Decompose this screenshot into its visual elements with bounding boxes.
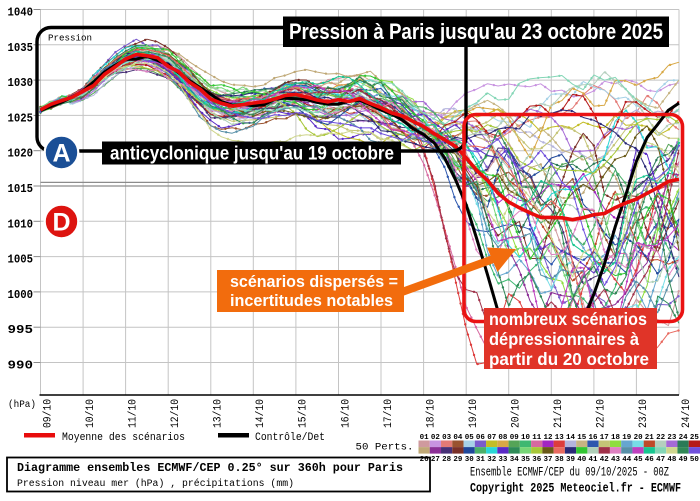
svg-text:33: 33: [498, 456, 508, 464]
svg-text:26: 26: [420, 456, 430, 464]
svg-text:nombreux scénarios: nombreux scénarios: [489, 309, 647, 329]
svg-text:44: 44: [622, 456, 632, 464]
svg-text:Pression: Pression: [48, 33, 92, 44]
svg-text:04: 04: [453, 434, 463, 442]
svg-text:20: 20: [634, 434, 644, 442]
svg-text:05: 05: [465, 434, 475, 442]
svg-text:A: A: [52, 140, 70, 168]
svg-text:02: 02: [431, 434, 441, 442]
svg-text:30: 30: [465, 456, 475, 464]
svg-text:21: 21: [645, 434, 655, 442]
svg-text:14/10: 14/10: [255, 399, 267, 428]
svg-text:19/10: 19/10: [468, 399, 480, 428]
svg-text:Pression niveau mer (hPa) , pr: Pression niveau mer (hPa) , précipitatio…: [17, 478, 294, 490]
svg-text:15: 15: [577, 434, 587, 442]
svg-text:D: D: [52, 209, 70, 237]
svg-text:09/10: 09/10: [42, 399, 54, 428]
svg-text:35: 35: [521, 456, 531, 464]
svg-text:Contrôle/Det: Contrôle/Det: [255, 432, 325, 444]
svg-text:07: 07: [487, 434, 496, 442]
svg-text:29: 29: [453, 456, 463, 464]
svg-text:42: 42: [600, 456, 610, 464]
svg-text:12/10: 12/10: [170, 399, 182, 428]
svg-text:990: 990: [8, 360, 34, 373]
svg-text:36: 36: [532, 456, 542, 464]
svg-text:03: 03: [442, 434, 452, 442]
svg-text:49: 49: [679, 456, 689, 464]
svg-text:incertitudes notables: incertitudes notables: [230, 291, 393, 310]
svg-text:39: 39: [566, 456, 576, 464]
svg-text:23: 23: [667, 434, 677, 442]
svg-text:27: 27: [431, 456, 440, 464]
svg-text:48: 48: [667, 456, 677, 464]
svg-text:38: 38: [555, 456, 565, 464]
svg-text:45: 45: [634, 456, 644, 464]
svg-text:partir du 20 octobre: partir du 20 octobre: [489, 349, 649, 369]
svg-text:28: 28: [442, 456, 452, 464]
svg-text:40: 40: [577, 456, 587, 464]
svg-text:21/10: 21/10: [553, 399, 565, 428]
svg-text:19: 19: [622, 434, 632, 442]
svg-text:20/10: 20/10: [511, 399, 523, 428]
svg-text:10: 10: [521, 434, 531, 442]
svg-text:1035: 1035: [8, 42, 34, 55]
svg-text:15/10: 15/10: [298, 399, 310, 428]
svg-text:Pression à Paris jusqu'au 23 o: Pression à Paris jusqu'au 23 octobre 202…: [289, 19, 663, 44]
svg-text:17/10: 17/10: [383, 399, 395, 428]
svg-text:43: 43: [611, 456, 621, 464]
svg-text:17: 17: [600, 434, 609, 442]
svg-text:1000: 1000: [8, 289, 34, 302]
svg-text:31: 31: [476, 456, 486, 464]
svg-text:995: 995: [8, 324, 34, 337]
svg-text:1040: 1040: [8, 7, 34, 20]
svg-text:23/10: 23/10: [638, 399, 650, 428]
svg-text:scénarios dispersés =: scénarios dispersés =: [230, 272, 398, 291]
svg-text:1030: 1030: [8, 77, 34, 90]
svg-text:24/10: 24/10: [681, 399, 693, 428]
svg-text:13: 13: [555, 434, 565, 442]
svg-text:11/10: 11/10: [127, 399, 139, 428]
svg-text:14: 14: [566, 434, 576, 442]
svg-text:Ensemble ECMWF/CEP du 09/10/20: Ensemble ECMWF/CEP du 09/10/2025 - 00Z: [470, 466, 669, 480]
svg-text:16/10: 16/10: [340, 399, 352, 428]
svg-text:06: 06: [476, 434, 486, 442]
svg-text:50 Perts.: 50 Perts.: [356, 442, 414, 454]
svg-text:1005: 1005: [8, 254, 34, 267]
svg-text:50: 50: [690, 456, 700, 464]
svg-text:1015: 1015: [8, 183, 34, 196]
svg-text:16: 16: [588, 434, 598, 442]
svg-text:(hPa): (hPa): [8, 399, 36, 411]
svg-text:dépressionnaires à: dépressionnaires à: [489, 329, 639, 349]
svg-text:08: 08: [498, 434, 508, 442]
svg-text:12: 12: [543, 434, 553, 442]
svg-text:25: 25: [690, 434, 700, 442]
svg-text:Diagramme ensembles ECMWF/CEP: Diagramme ensembles ECMWF/CEP 0.25° sur …: [17, 461, 403, 475]
svg-text:41: 41: [588, 456, 598, 464]
svg-text:Copyright 2025 Meteociel.fr -: Copyright 2025 Meteociel.fr - ECMWF: [470, 481, 681, 496]
svg-text:13/10: 13/10: [213, 399, 225, 428]
svg-text:Moyenne des scénarios: Moyenne des scénarios: [62, 432, 185, 444]
svg-text:22/10: 22/10: [596, 399, 608, 428]
svg-text:37: 37: [543, 456, 552, 464]
svg-text:anticyclonique jusqu'au 19 oct: anticyclonique jusqu'au 19 octobre: [110, 144, 394, 165]
svg-text:46: 46: [645, 456, 655, 464]
svg-text:10/10: 10/10: [85, 399, 97, 428]
svg-text:01: 01: [420, 434, 430, 442]
svg-text:1020: 1020: [8, 148, 34, 161]
svg-text:47: 47: [656, 456, 665, 464]
svg-text:18/10: 18/10: [425, 399, 437, 428]
svg-text:24: 24: [679, 434, 689, 442]
svg-text:32: 32: [487, 456, 497, 464]
svg-text:34: 34: [510, 456, 520, 464]
svg-text:1025: 1025: [8, 112, 34, 125]
svg-text:09: 09: [510, 434, 520, 442]
svg-text:18: 18: [611, 434, 621, 442]
svg-text:1010: 1010: [8, 218, 34, 231]
svg-text:11: 11: [532, 434, 542, 442]
svg-text:22: 22: [656, 434, 666, 442]
